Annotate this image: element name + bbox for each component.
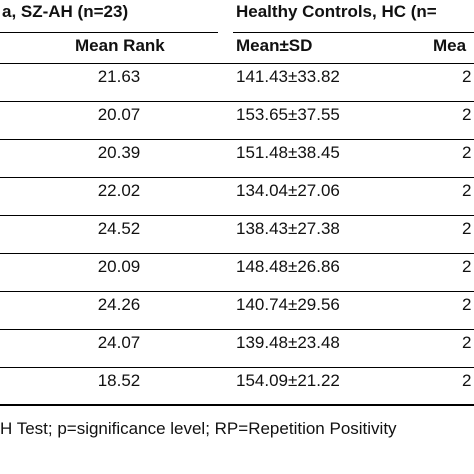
mean-sd-cell: 148.48±26.86 [236,257,340,276]
mean-sd-cell: 138.43±27.38 [236,219,340,238]
table-row: 21.63 141.43±33.82 2 [0,64,474,102]
mean-sd-cell: 153.65±37.55 [236,105,340,124]
table-row: 20.39 151.48±38.45 2 [0,140,474,178]
table-row: 20.07 153.65±37.55 2 [0,102,474,140]
row-divider [0,101,474,102]
truncated-cell: 2 [462,143,472,162]
truncated-cell: 2 [462,371,472,390]
mean-sd-cell: 154.09±21.22 [236,371,340,390]
row-divider [0,139,474,140]
column-header-mean-sd: Mean±SD [236,36,313,55]
truncated-cell: 2 [462,105,472,124]
table-row: 24.52 138.43±27.38 2 [0,216,474,254]
truncated-cell: 2 [462,295,472,314]
group-header-healthy-controls: Healthy Controls, HC (n= [236,2,437,21]
row-divider [0,404,474,406]
row-divider [0,215,474,216]
mean-sd-cell: 134.04±27.06 [236,181,340,200]
row-divider [0,177,474,178]
group-header-row: a, SZ-AH (n=23) Healthy Controls, HC (n= [0,0,474,32]
table-row: 18.52 154.09±21.22 2 [0,368,474,406]
mean-rank-cell: 20.07 [97,105,141,124]
column-header-truncated: Mea [433,36,467,55]
truncated-cell: 2 [462,257,472,276]
group-rule-left [0,32,218,33]
row-divider [0,367,474,368]
mean-sd-cell: 151.48±38.45 [236,143,340,162]
column-header-mean-rank: Mean Rank [75,36,165,55]
mean-rank-cell: 20.09 [97,257,141,276]
mean-sd-cell: 141.43±33.82 [236,67,340,86]
table-footnote: H Test; p=significance level; RP=Repetit… [0,419,397,438]
mean-rank-cell: 22.02 [97,181,141,200]
mean-rank-cell: 21.63 [97,67,141,86]
row-divider [0,329,474,330]
mean-sd-cell: 140.74±29.56 [236,295,340,314]
table-row: 24.26 140.74±29.56 2 [0,292,474,330]
truncated-cell: 2 [462,67,472,86]
mean-sd-cell: 139.48±23.48 [236,333,340,352]
header-rule [0,63,474,64]
table-row: 24.07 139.48±23.48 2 [0,330,474,368]
truncated-cell: 2 [462,333,472,352]
truncated-cell: 2 [462,219,472,238]
table-row: 20.09 148.48±26.86 2 [0,254,474,292]
truncated-cell: 2 [462,181,472,200]
table-row: 22.02 134.04±27.06 2 [0,178,474,216]
group-header-sz-ah: a, SZ-AH (n=23) [2,2,129,21]
row-divider [0,291,474,292]
mean-rank-cell: 18.52 [97,371,141,390]
mean-rank-cell: 20.39 [97,143,141,162]
mean-rank-cell: 24.07 [97,333,141,352]
row-divider [0,253,474,254]
mean-rank-cell: 24.26 [97,295,141,314]
group-rule-right [233,32,474,33]
mean-rank-cell: 24.52 [97,219,141,238]
